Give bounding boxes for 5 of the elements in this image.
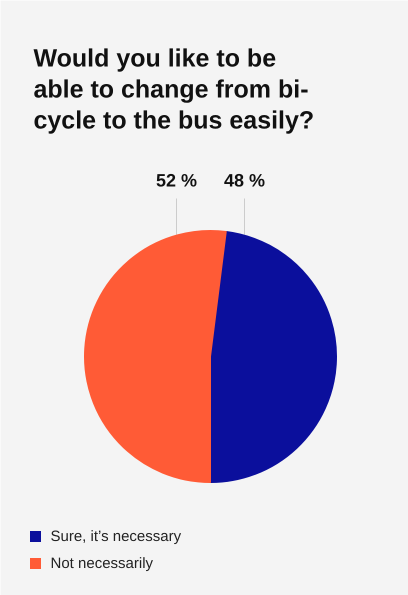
chart-title: Would you like to be able to change from bi- cycle to the bus easily?	[34, 44, 314, 134]
legend-label: Not necessarily	[50, 555, 154, 572]
data-label: 48 %	[224, 170, 266, 190]
legend-label: Sure, it’s necessary	[50, 528, 182, 545]
data-label: 52 %	[156, 170, 198, 190]
